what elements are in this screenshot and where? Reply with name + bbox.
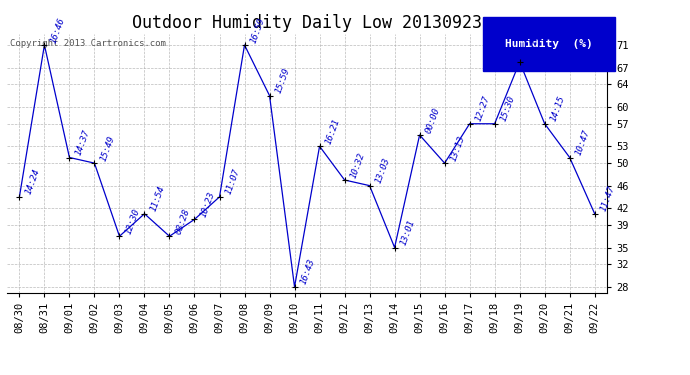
Text: 15:30: 15:30 [499,94,516,123]
Text: Humidity  (%): Humidity (%) [505,39,593,49]
Text: 12:30: 12:30 [124,207,141,236]
Text: 16:43: 16:43 [299,258,316,286]
Text: 08:28: 08:28 [174,207,191,236]
Text: 13:13: 13:13 [448,134,466,162]
Text: 10:23: 10:23 [199,190,216,219]
Text: 15:59: 15:59 [274,66,291,95]
Text: 15:49: 15:49 [99,134,116,162]
Title: Outdoor Humidity Daily Low 20130923: Outdoor Humidity Daily Low 20130923 [132,14,482,32]
Text: 16:46: 16:46 [48,16,66,44]
Text: 10:47: 10:47 [574,128,591,157]
Text: 16:59: 16:59 [248,16,266,44]
Text: 11:07: 11:07 [224,168,241,196]
Text: 12:27: 12:27 [474,94,491,123]
Text: 11:47: 11:47 [599,184,616,213]
Text: 13:03: 13:03 [374,156,391,185]
Text: 14:15: 14:15 [549,94,566,123]
Text: 11:54: 11:54 [148,184,166,213]
Text: 14:37: 14:37 [74,128,91,157]
Text: 14:24: 14:24 [23,168,41,196]
Text: 14:16: 14:16 [524,33,542,61]
Text: Copyright 2013 Cartronics.com: Copyright 2013 Cartronics.com [10,39,166,48]
Text: 16:21: 16:21 [324,117,342,146]
Text: 13:01: 13:01 [399,218,416,247]
Text: 00:00: 00:00 [424,106,442,134]
Text: 10:32: 10:32 [348,151,366,179]
